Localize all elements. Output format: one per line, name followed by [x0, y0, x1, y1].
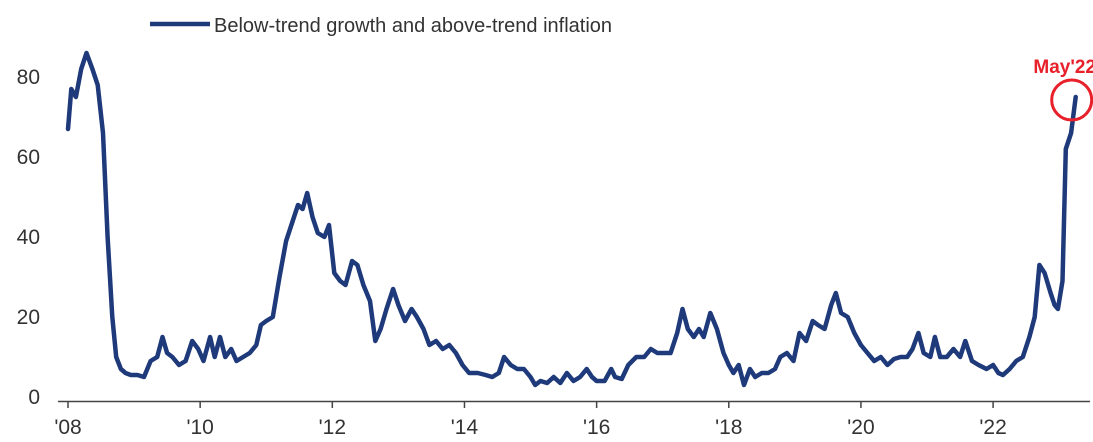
legend-label: Below-trend growth and above-trend infla…	[214, 15, 612, 37]
x-tick-label: '08	[54, 416, 81, 439]
x-tick-label: '10	[186, 416, 213, 439]
y-tick-label: 60	[17, 146, 40, 169]
series-line	[65, 50, 1078, 388]
x-tick-label: '14	[451, 416, 479, 439]
annotation-label: May'22	[1033, 57, 1093, 78]
y-tick-label: 80	[17, 66, 40, 89]
x-tick-label: '18	[715, 416, 742, 439]
y-axis-ticks: 0 20 40 60 80	[17, 66, 40, 409]
y-tick-label: 0	[28, 386, 40, 409]
x-tick-label: '22	[979, 416, 1006, 439]
legend: Below-trend growth and above-trend infla…	[150, 15, 612, 37]
x-tick-label: '16	[583, 416, 610, 439]
y-tick-label: 40	[17, 226, 40, 249]
x-tick-label: '20	[847, 416, 874, 439]
annotation-circle	[1050, 78, 1093, 122]
y-tick-label: 20	[17, 306, 40, 329]
plot-area: '08 '10 '12 '14 '16 '18 '20 '22 0 20 40 60 80 May'2…	[17, 50, 1093, 439]
x-axis-ticks: '08 '10 '12 '14 '16 '18 '20 '22	[54, 401, 1007, 439]
x-tick-label: '12	[319, 416, 346, 439]
